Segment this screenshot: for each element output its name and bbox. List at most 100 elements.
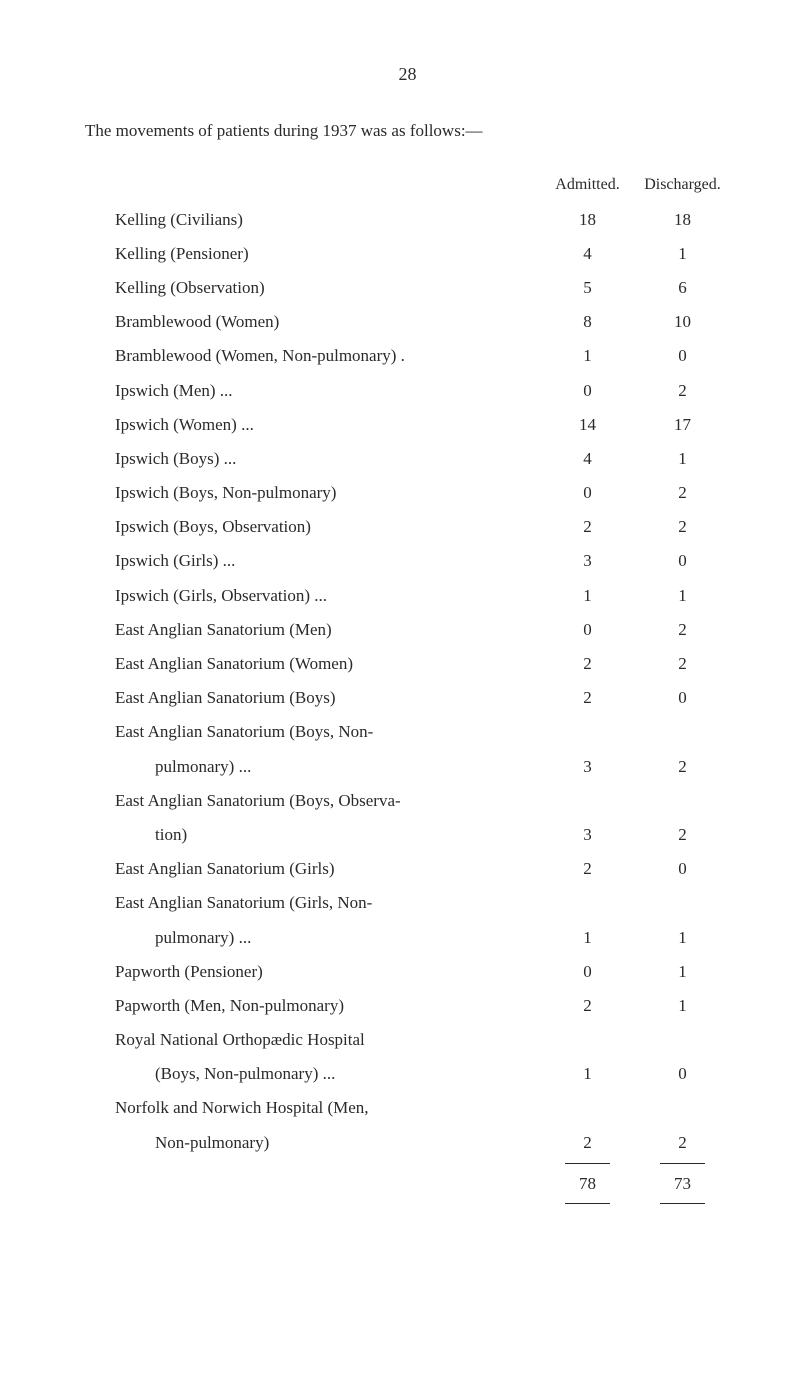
table-row: Ipswich (Women) ...1417 bbox=[85, 411, 730, 438]
table-row: Bramblewood (Women, Non-pulmonary) .10 bbox=[85, 342, 730, 369]
row-label: pulmonary) ... bbox=[85, 924, 540, 951]
header-admitted: Admitted. bbox=[540, 172, 635, 198]
row-admitted-value: 18 bbox=[540, 206, 635, 233]
table-row: Ipswich (Girls) ...30 bbox=[85, 547, 730, 574]
table-row: Ipswich (Men) ...02 bbox=[85, 377, 730, 404]
table-row: Papworth (Men, Non-pulmonary)21 bbox=[85, 992, 730, 1019]
row-admitted-value: 2 bbox=[540, 513, 635, 540]
header-discharged: Discharged. bbox=[635, 172, 730, 198]
row-admitted-value: 0 bbox=[540, 377, 635, 404]
total-discharged: 73 bbox=[635, 1170, 730, 1197]
table-row: Ipswich (Boys, Observation)22 bbox=[85, 513, 730, 540]
row-label: Royal National Orthopædic Hospital bbox=[85, 1026, 540, 1053]
table-row: East Anglian Sanatorium (Boys)20 bbox=[85, 684, 730, 711]
row-admitted-value: 1 bbox=[540, 924, 635, 951]
row-discharged-value: 0 bbox=[635, 1060, 730, 1087]
row-discharged-value: 1 bbox=[635, 240, 730, 267]
row-label: Kelling (Civilians) bbox=[85, 206, 540, 233]
page-number: 28 bbox=[85, 60, 730, 89]
row-discharged-value: 1 bbox=[635, 582, 730, 609]
row-label: Bramblewood (Women, Non-pulmonary) . bbox=[85, 342, 540, 369]
row-admitted-value: 3 bbox=[540, 821, 635, 848]
row-label: East Anglian Sanatorium (Boys, Observa- bbox=[85, 787, 540, 814]
row-admitted-value: 14 bbox=[540, 411, 635, 438]
row-admitted-value: 0 bbox=[540, 479, 635, 506]
row-discharged-value: 2 bbox=[635, 616, 730, 643]
intro-text: The movements of patients during 1937 wa… bbox=[85, 117, 730, 144]
row-admitted-value: 2 bbox=[540, 684, 635, 711]
row-admitted-value: 1 bbox=[540, 582, 635, 609]
row-admitted-value: 8 bbox=[540, 308, 635, 335]
row-label: Ipswich (Men) ... bbox=[85, 377, 540, 404]
row-admitted-value: 2 bbox=[540, 992, 635, 1019]
row-discharged-value: 2 bbox=[635, 513, 730, 540]
table-row: East Anglian Sanatorium (Boys, Non- bbox=[85, 718, 730, 745]
row-label: Ipswich (Girls) ... bbox=[85, 547, 540, 574]
totals-divider-top bbox=[85, 1163, 730, 1164]
row-discharged-value: 1 bbox=[635, 992, 730, 1019]
row-discharged-value: 2 bbox=[635, 821, 730, 848]
row-label: tion) bbox=[85, 821, 540, 848]
table-row: Ipswich (Boys) ...41 bbox=[85, 445, 730, 472]
table-row: Norfolk and Norwich Hospital (Men, bbox=[85, 1094, 730, 1121]
row-discharged-value: 2 bbox=[635, 753, 730, 780]
table-row: East Anglian Sanatorium (Women)22 bbox=[85, 650, 730, 677]
row-discharged-value: 2 bbox=[635, 1129, 730, 1156]
table-row: Kelling (Civilians)1818 bbox=[85, 206, 730, 233]
row-discharged-value: 0 bbox=[635, 855, 730, 882]
table-row: East Anglian Sanatorium (Girls, Non- bbox=[85, 889, 730, 916]
totals-row: 78 73 bbox=[85, 1170, 730, 1197]
row-label: Ipswich (Boys, Non-pulmonary) bbox=[85, 479, 540, 506]
table-row: pulmonary) ...32 bbox=[85, 753, 730, 780]
totals-divider-bottom bbox=[85, 1203, 730, 1204]
row-label: Kelling (Observation) bbox=[85, 274, 540, 301]
row-admitted-value: 0 bbox=[540, 616, 635, 643]
row-discharged-value: 2 bbox=[635, 479, 730, 506]
table-row: pulmonary) ...11 bbox=[85, 924, 730, 951]
row-label: Ipswich (Women) ... bbox=[85, 411, 540, 438]
row-label: Norfolk and Norwich Hospital (Men, bbox=[85, 1094, 540, 1121]
row-admitted-value: 4 bbox=[540, 240, 635, 267]
row-label: Ipswich (Girls, Observation) ... bbox=[85, 582, 540, 609]
row-admitted-value: 2 bbox=[540, 650, 635, 677]
table-row: Bramblewood (Women)810 bbox=[85, 308, 730, 335]
row-label: Ipswich (Boys, Observation) bbox=[85, 513, 540, 540]
row-discharged-value: 17 bbox=[635, 411, 730, 438]
row-label: East Anglian Sanatorium (Girls, Non- bbox=[85, 889, 540, 916]
table-row: Kelling (Observation)56 bbox=[85, 274, 730, 301]
row-label: Kelling (Pensioner) bbox=[85, 240, 540, 267]
row-label: Non-pulmonary) bbox=[85, 1129, 540, 1156]
row-discharged-value: 6 bbox=[635, 274, 730, 301]
row-label: Ipswich (Boys) ... bbox=[85, 445, 540, 472]
table-row: Papworth (Pensioner)01 bbox=[85, 958, 730, 985]
row-admitted-value: 4 bbox=[540, 445, 635, 472]
row-admitted-value: 1 bbox=[540, 1060, 635, 1087]
row-discharged-value: 0 bbox=[635, 547, 730, 574]
table-row: Ipswich (Girls, Observation) ...11 bbox=[85, 582, 730, 609]
column-headers: Admitted. Discharged. bbox=[85, 172, 730, 198]
row-discharged-value: 2 bbox=[635, 377, 730, 404]
total-admitted: 78 bbox=[540, 1170, 635, 1197]
row-admitted-value: 3 bbox=[540, 753, 635, 780]
table-row: Royal National Orthopædic Hospital bbox=[85, 1026, 730, 1053]
row-label: Bramblewood (Women) bbox=[85, 308, 540, 335]
table-row: Kelling (Pensioner)41 bbox=[85, 240, 730, 267]
table-row: tion)32 bbox=[85, 821, 730, 848]
row-discharged-value: 10 bbox=[635, 308, 730, 335]
row-label: Papworth (Men, Non-pulmonary) bbox=[85, 992, 540, 1019]
table-row: Ipswich (Boys, Non-pulmonary)02 bbox=[85, 479, 730, 506]
row-discharged-value: 18 bbox=[635, 206, 730, 233]
table-row: East Anglian Sanatorium (Girls)20 bbox=[85, 855, 730, 882]
table-row: Non-pulmonary)22 bbox=[85, 1129, 730, 1156]
row-discharged-value: 1 bbox=[635, 958, 730, 985]
row-admitted-value: 5 bbox=[540, 274, 635, 301]
row-admitted-value: 3 bbox=[540, 547, 635, 574]
row-discharged-value: 0 bbox=[635, 342, 730, 369]
row-label: (Boys, Non-pulmonary) ... bbox=[85, 1060, 540, 1087]
row-admitted-value: 1 bbox=[540, 342, 635, 369]
row-admitted-value: 2 bbox=[540, 855, 635, 882]
row-label: pulmonary) ... bbox=[85, 753, 540, 780]
row-label: East Anglian Sanatorium (Women) bbox=[85, 650, 540, 677]
row-label: East Anglian Sanatorium (Boys, Non- bbox=[85, 718, 540, 745]
row-admitted-value: 2 bbox=[540, 1129, 635, 1156]
